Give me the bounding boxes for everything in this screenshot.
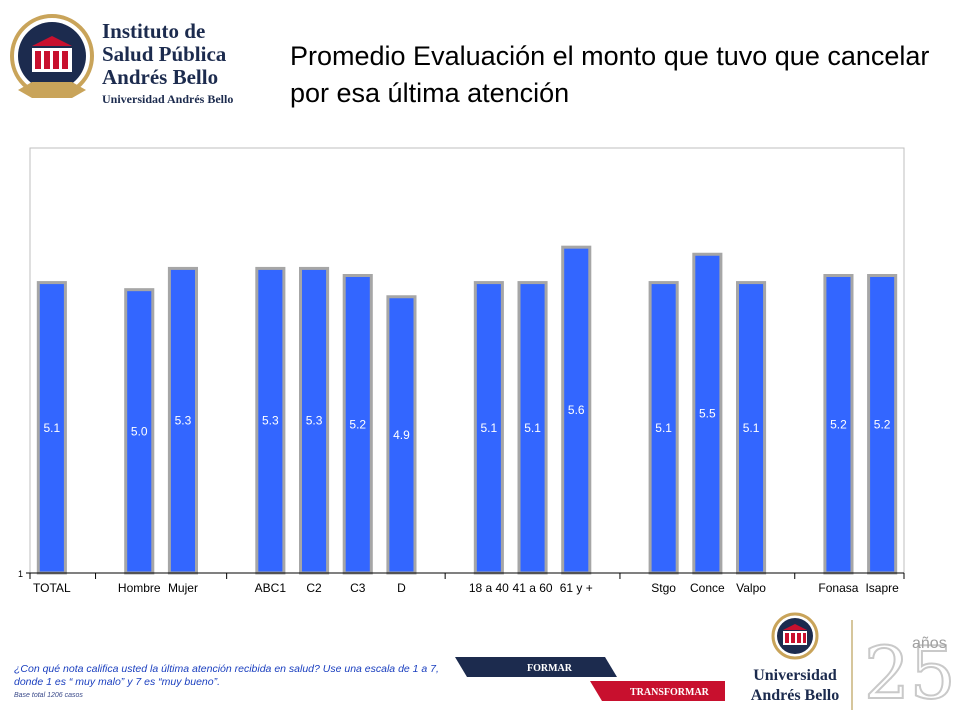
university-name-line-2: Andrés Bello	[751, 687, 839, 704]
y-tick-label: 1	[18, 569, 23, 579]
category-label: Hombre	[118, 581, 161, 595]
anniversary-25-logo: 25 años	[851, 620, 955, 713]
institute-logo: Instituto de Salud Pública Andrés Bello …	[10, 14, 233, 106]
bar-value-label: 5.0	[131, 424, 148, 438]
bar	[299, 266, 330, 575]
category-label: TOTAL	[33, 581, 71, 595]
bar	[342, 274, 373, 575]
category-label: D	[397, 581, 406, 595]
bar-value-label: 5.5	[699, 407, 716, 421]
bar-value-label: 5.2	[874, 417, 891, 431]
category-label: 61 y +	[560, 581, 593, 595]
bar	[648, 281, 679, 575]
bar	[124, 288, 155, 575]
shield-emblem-icon	[10, 14, 94, 98]
base-note: Base total 1206 casos	[14, 692, 83, 699]
category-label: C3	[350, 581, 366, 595]
logo-subtitle: Universidad Andrés Bello	[102, 92, 233, 106]
logo-line-1: Instituto de	[102, 19, 205, 43]
formar-transformar-banner: FORMAR TRANSFORMAR	[455, 657, 725, 701]
bar-value-label: 5.3	[175, 414, 192, 428]
category-label: Valpo	[736, 581, 766, 595]
bars-layer: 5.1 5.0 5.3 5.3 5.3 5.2 4.9 5.1 5.1 5.6 5.1 5.5 5.1 5…	[36, 245, 898, 575]
bar-value-label: 5.2	[349, 417, 366, 431]
bar-value-label: 4.9	[393, 428, 410, 442]
university-logo: Universidad Andrés Bello	[751, 612, 839, 704]
category-label: 18 a 40	[469, 581, 509, 595]
bar-value-label: 5.1	[524, 421, 541, 435]
logo-line-3: Andrés Bello	[102, 65, 218, 89]
anniversary-number: 25	[864, 631, 955, 713]
plot-area	[29, 147, 905, 574]
bar-value-label: 5.1	[44, 421, 61, 435]
anniversary-word: años	[912, 635, 947, 652]
bar-value-label: 5.1	[655, 421, 672, 435]
banner-bottom-text: TRANSFORMAR	[630, 687, 710, 698]
survey-question-note: ¿Con qué nota califica usted la última a…	[14, 663, 439, 688]
bar	[36, 281, 67, 575]
category-label: C2	[306, 581, 322, 595]
logo-line-2: Salud Pública	[102, 42, 227, 66]
bar-value-label: 5.1	[743, 421, 760, 435]
university-emblem-icon	[771, 612, 819, 660]
bar	[561, 245, 592, 575]
banner-bottom-stripe	[590, 681, 725, 701]
bar-chart: 5.1 5.0 5.3 5.3 5.3 5.2 4.9 5.1 5.1 5.6 5.1 5.5 5.1 5…	[18, 147, 905, 595]
category-label: Stgo	[651, 581, 676, 595]
bar-value-label: 5.3	[262, 414, 279, 428]
bar	[867, 274, 898, 575]
university-name-line-1: Universidad	[753, 667, 837, 684]
bar	[386, 295, 417, 575]
category-label: 41 a 60	[513, 581, 553, 595]
category-label: ABC1	[255, 581, 287, 595]
bar	[167, 266, 198, 575]
bar-value-label: 5.1	[481, 421, 498, 435]
page-title: Promedio Evaluación el monto que tuvo qu…	[290, 41, 930, 108]
axis-layer: 1 TOTAL Hombre Mujer ABC1 C2 C3 D 18 a 40 41 a 60…	[18, 569, 905, 595]
bar	[255, 266, 286, 575]
bar-value-label: 5.6	[568, 403, 585, 417]
bar-value-label: 5.3	[306, 414, 323, 428]
banner-top-text: FORMAR	[527, 663, 573, 674]
category-label: Conce	[690, 581, 725, 595]
category-label: Isapre	[865, 581, 899, 595]
category-label: Fonasa	[818, 581, 858, 595]
banner-top-stripe	[455, 657, 617, 677]
bar-value-label: 5.2	[830, 417, 847, 431]
category-label: Mujer	[168, 581, 198, 595]
